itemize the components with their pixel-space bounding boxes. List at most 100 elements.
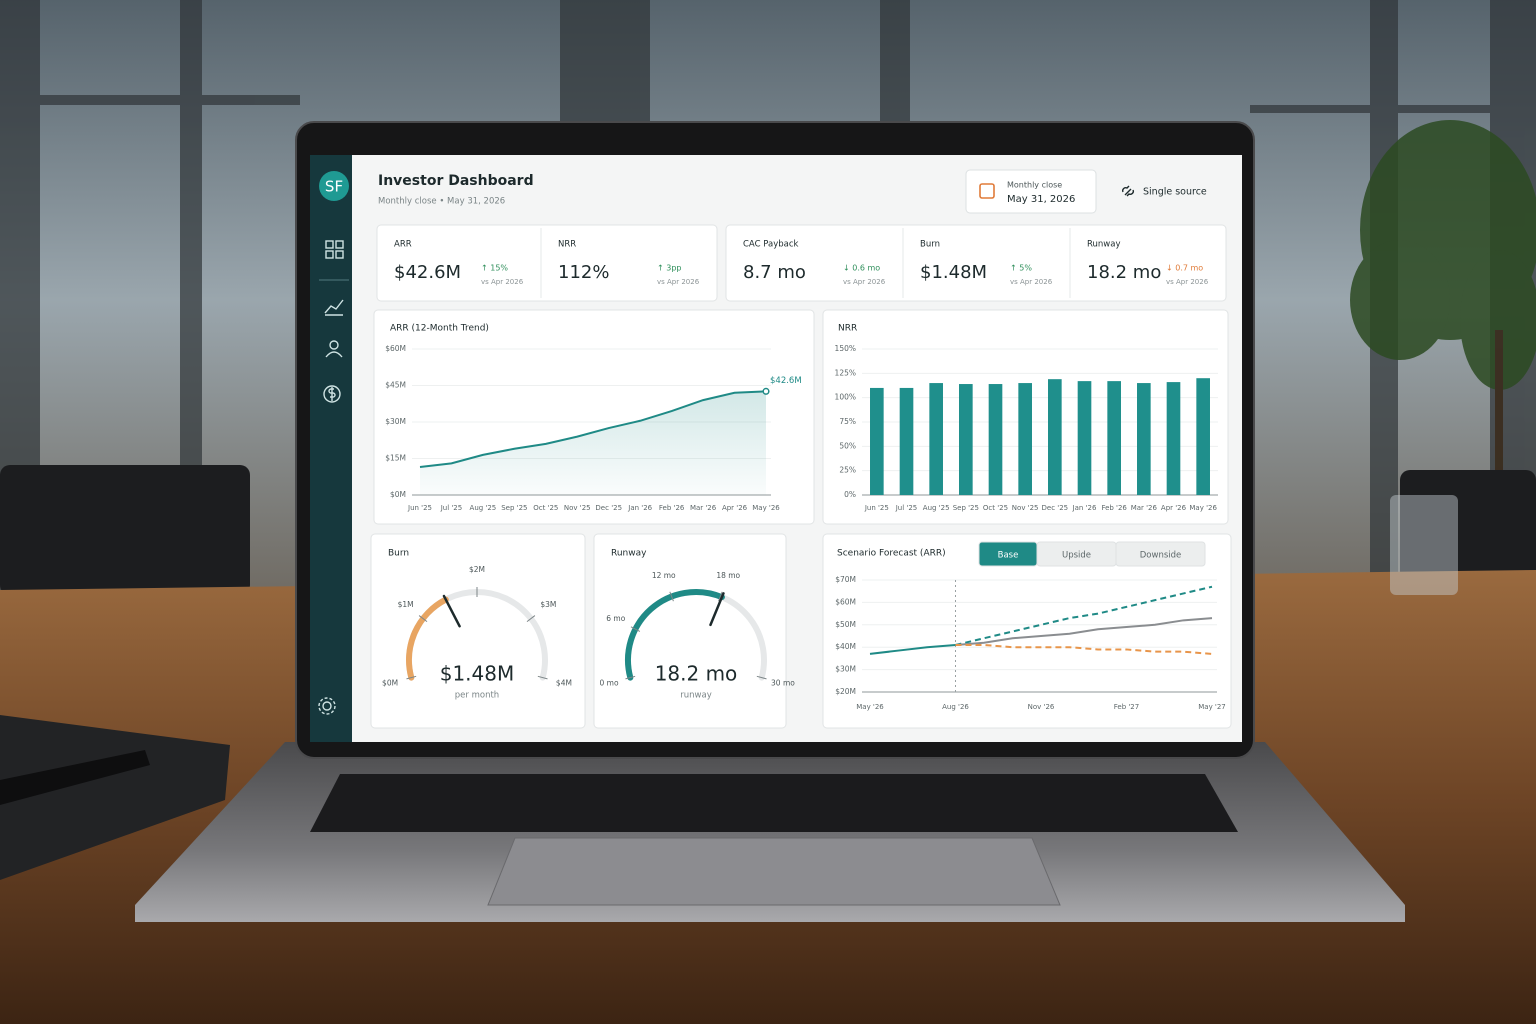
kpi-value: 112% [558, 262, 609, 283]
date-picker-value: May 31, 2026 [1007, 194, 1075, 205]
scenario-button-label[interactable]: Downside [1140, 551, 1182, 561]
nav-icons[interactable] [318, 240, 349, 715]
y-tick-label: $60M [385, 344, 406, 353]
data-line [869, 643, 956, 655]
x-tick-label: Aug '25 [923, 504, 950, 512]
x-tick-label: Jun '25 [864, 504, 889, 512]
gauge-tick-label: $2M [469, 565, 485, 574]
x-tick-label: Oct '25 [533, 504, 558, 512]
notebook [0, 715, 230, 880]
logo-text: SF [325, 178, 343, 196]
y-tick-label: 50% [839, 441, 856, 450]
scenario-button-label[interactable]: Base [998, 551, 1019, 561]
x-tick-label: May '26 [1189, 504, 1217, 512]
glass [1390, 495, 1458, 595]
y-tick-label: $15M [385, 454, 406, 463]
gauge-needle [709, 592, 725, 627]
scenario-button[interactable] [1115, 541, 1206, 567]
x-tick-label: Feb '27 [1114, 703, 1139, 711]
data-line [419, 390, 767, 469]
card [725, 224, 1227, 302]
bar [899, 387, 914, 495]
gauge-tick [630, 626, 641, 632]
gauge-tick-label: 12 mo [652, 571, 676, 580]
x-tick-label: May '26 [752, 504, 780, 512]
dashboard-subtitle: Monthly close • May 31, 2026 [378, 197, 505, 207]
x-tick-label: Apr '26 [1161, 504, 1187, 512]
scenario-button-label[interactable]: Upside [1062, 551, 1091, 561]
bar [929, 383, 943, 495]
x-tick-label: May '27 [1198, 703, 1226, 711]
gauge-needle [442, 594, 461, 628]
y-tick-label: $45M [385, 381, 406, 390]
gauge-tick-label: 0 mo [600, 678, 619, 687]
x-tick-label: Jul '25 [895, 504, 918, 512]
bar [1137, 383, 1151, 495]
gauge-tick-label: $1M [398, 600, 414, 609]
kpi-label: Runway [1087, 240, 1121, 250]
gauge-tick [625, 675, 636, 680]
chart-title: Scenario Forecast (ARR) [837, 549, 946, 559]
y-tick-label: $20M [835, 687, 856, 696]
y-tick-label: $0M [390, 490, 406, 499]
x-tick-label: Feb '26 [659, 504, 685, 512]
y-tick-label: $60M [835, 597, 856, 606]
gauge-tick-label: $0M [382, 678, 398, 687]
y-tick-label: $50M [835, 620, 856, 629]
kpi-label: ARR [394, 240, 412, 250]
gauge-tick-label: $3M [540, 600, 556, 609]
y-tick-label: 0% [844, 490, 856, 499]
x-tick-label: Dec '25 [595, 504, 622, 512]
bar [1166, 382, 1181, 495]
kpi-value: $42.6M [394, 262, 461, 283]
date-picker-label: Monthly close [1007, 181, 1062, 190]
bar [870, 387, 884, 495]
chart-title: Burn [388, 549, 409, 559]
data-line [955, 617, 1213, 646]
chart-title: ARR (12-Month Trend) [390, 324, 489, 334]
bar [988, 384, 1003, 495]
x-tick-label: Sep '25 [953, 504, 979, 512]
gauge-caption: runway [680, 691, 711, 701]
x-tick-label: Aug '26 [942, 703, 969, 711]
card [376, 224, 718, 302]
bar [1048, 379, 1062, 495]
kpi-compare: vs Apr 2026 [843, 278, 886, 286]
chart-title: NRR [838, 324, 857, 334]
kpi-compare: vs Apr 2026 [481, 278, 524, 286]
kpi-compare: vs Apr 2026 [1166, 278, 1209, 286]
x-tick-label: Dec '25 [1042, 504, 1069, 512]
x-tick-label: Jun '25 [407, 504, 432, 512]
y-tick-label: $40M [835, 642, 856, 651]
sidebar [310, 155, 352, 742]
logo [319, 171, 349, 201]
date-picker[interactable] [965, 169, 1097, 214]
kpi-delta: ↑ 3pp [657, 264, 682, 273]
kpi-value: 8.7 mo [743, 262, 806, 283]
source-button[interactable]: Single source [1143, 187, 1207, 198]
card [370, 533, 586, 729]
x-tick-label: Mar '26 [690, 504, 717, 512]
x-tick-label: Apr '26 [722, 504, 748, 512]
x-tick-label: Jul '25 [440, 504, 463, 512]
kpi-delta: ↓ 0.6 mo [843, 264, 880, 273]
chair [0, 465, 250, 595]
y-tick-label: 75% [839, 417, 856, 426]
dashboard-title: Investor Dashboard [378, 173, 534, 189]
x-tick-label: Sep '25 [501, 504, 527, 512]
x-tick-label: Jan '26 [627, 504, 652, 512]
gauge-value-arc [625, 589, 725, 681]
y-tick-label: 150% [835, 344, 856, 353]
kpi-delta: ↓ 0.7 mo [1166, 264, 1203, 273]
gauge-tick-label: 6 mo [606, 614, 625, 623]
gauge-tick [406, 675, 417, 680]
kpi-label: NRR [558, 240, 576, 250]
gauge-caption: per month [455, 691, 499, 701]
x-tick-label: Nov '25 [1012, 504, 1039, 512]
y-tick-label: $30M [835, 665, 856, 674]
y-tick-label: $70M [835, 575, 856, 584]
kpi-compare: vs Apr 2026 [1010, 278, 1053, 286]
gauge-tick [537, 675, 548, 680]
